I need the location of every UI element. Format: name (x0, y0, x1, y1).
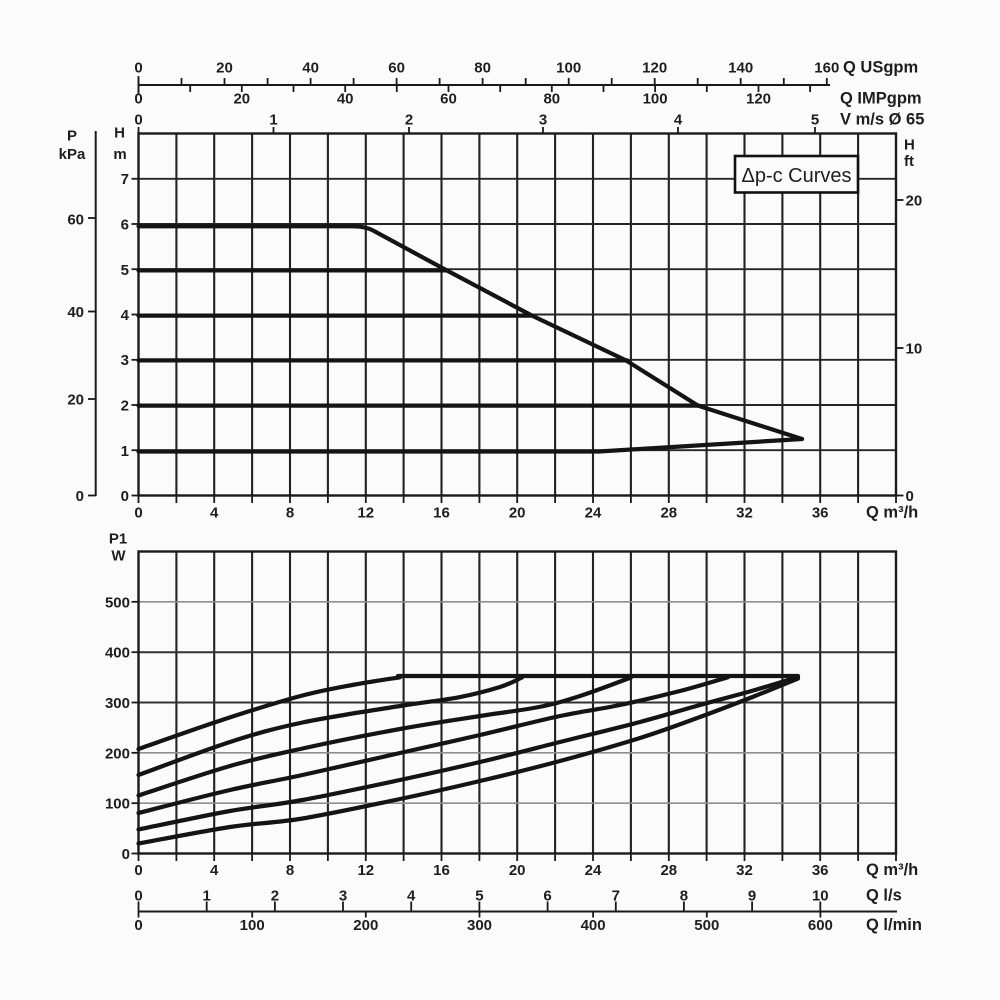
svg-text:0: 0 (121, 488, 129, 505)
svg-text:120: 120 (746, 91, 771, 108)
svg-text:20: 20 (906, 193, 923, 210)
svg-text:H: H (904, 137, 915, 154)
svg-text:Q m³/h: Q m³/h (866, 861, 918, 879)
svg-text:5: 5 (475, 888, 483, 905)
svg-text:40: 40 (67, 304, 84, 321)
svg-text:10: 10 (906, 341, 923, 358)
svg-text:12: 12 (357, 862, 374, 879)
svg-text:24: 24 (585, 862, 602, 879)
svg-text:0: 0 (134, 917, 142, 934)
svg-text:8: 8 (286, 862, 294, 879)
svg-text:4: 4 (210, 862, 219, 879)
svg-text:5: 5 (811, 112, 819, 129)
svg-text:36: 36 (812, 505, 829, 522)
svg-text:140: 140 (728, 60, 753, 77)
svg-text:32: 32 (736, 505, 753, 522)
svg-text:8: 8 (286, 505, 294, 522)
svg-text:Δp-c Curves: Δp-c Curves (741, 165, 851, 187)
svg-text:4: 4 (674, 112, 683, 129)
svg-text:2: 2 (271, 888, 279, 905)
svg-text:100: 100 (643, 91, 668, 108)
svg-text:28: 28 (660, 505, 677, 522)
svg-text:20: 20 (233, 91, 250, 108)
svg-text:V m/s Ø 65: V m/s Ø 65 (840, 111, 924, 129)
svg-text:300: 300 (105, 695, 130, 712)
svg-text:300: 300 (467, 917, 492, 934)
svg-text:Q USgpm: Q USgpm (843, 59, 918, 77)
svg-text:20: 20 (509, 505, 526, 522)
svg-text:4: 4 (121, 307, 130, 324)
svg-text:100: 100 (240, 917, 265, 934)
svg-text:7: 7 (612, 888, 620, 905)
svg-text:2: 2 (405, 112, 413, 129)
svg-text:P1: P1 (109, 531, 127, 548)
svg-text:100: 100 (105, 796, 130, 813)
svg-text:40: 40 (302, 60, 319, 77)
svg-text:60: 60 (440, 91, 457, 108)
svg-text:Q IMPgpm: Q IMPgpm (840, 90, 922, 108)
svg-text:1: 1 (269, 112, 277, 129)
svg-text:0: 0 (134, 888, 142, 905)
svg-text:0: 0 (134, 91, 142, 108)
svg-text:500: 500 (105, 594, 130, 611)
svg-text:2: 2 (121, 398, 129, 415)
svg-text:8: 8 (680, 888, 688, 905)
svg-text:m: m (113, 146, 126, 163)
svg-text:400: 400 (581, 917, 606, 934)
svg-text:20: 20 (509, 862, 526, 879)
svg-text:1: 1 (203, 888, 211, 905)
svg-text:Q l/min: Q l/min (866, 916, 922, 934)
svg-text:28: 28 (660, 862, 677, 879)
svg-text:9: 9 (748, 888, 756, 905)
svg-text:60: 60 (67, 212, 84, 229)
svg-text:0: 0 (134, 60, 142, 77)
svg-text:4: 4 (210, 505, 219, 522)
svg-text:120: 120 (642, 60, 667, 77)
svg-text:Q m³/h: Q m³/h (866, 504, 918, 522)
svg-text:20: 20 (67, 392, 84, 409)
svg-text:200: 200 (353, 917, 378, 934)
svg-text:20: 20 (216, 60, 233, 77)
svg-text:6: 6 (121, 217, 129, 234)
svg-text:1: 1 (121, 443, 129, 460)
svg-text:12: 12 (357, 505, 374, 522)
svg-text:36: 36 (812, 862, 829, 879)
svg-text:0: 0 (134, 112, 142, 129)
svg-text:0: 0 (906, 488, 914, 505)
svg-text:W: W (111, 548, 126, 565)
svg-text:Q l/s: Q l/s (866, 887, 902, 905)
svg-text:5: 5 (121, 262, 129, 279)
svg-text:500: 500 (694, 917, 719, 934)
svg-text:0: 0 (134, 505, 142, 522)
svg-text:10: 10 (812, 888, 829, 905)
svg-text:200: 200 (105, 745, 130, 762)
svg-text:80: 80 (474, 60, 491, 77)
svg-text:24: 24 (585, 505, 602, 522)
svg-text:3: 3 (339, 888, 347, 905)
svg-text:160: 160 (814, 60, 839, 77)
svg-text:16: 16 (433, 505, 450, 522)
svg-text:100: 100 (556, 60, 581, 77)
svg-text:400: 400 (105, 645, 130, 662)
svg-text:ft: ft (904, 153, 914, 170)
svg-text:kPa: kPa (59, 146, 86, 163)
svg-text:16: 16 (433, 862, 450, 879)
svg-text:40: 40 (337, 91, 354, 108)
svg-text:0: 0 (122, 846, 130, 863)
svg-text:7: 7 (121, 171, 129, 188)
svg-text:3: 3 (121, 352, 129, 369)
svg-text:600: 600 (808, 917, 833, 934)
svg-text:3: 3 (539, 112, 547, 129)
svg-text:4: 4 (407, 888, 416, 905)
svg-text:0: 0 (76, 488, 84, 505)
svg-text:0: 0 (134, 862, 142, 879)
svg-text:60: 60 (388, 60, 405, 77)
svg-text:80: 80 (543, 91, 560, 108)
svg-text:6: 6 (543, 888, 551, 905)
svg-text:P: P (67, 128, 77, 145)
svg-text:32: 32 (736, 862, 753, 879)
svg-text:H: H (114, 125, 125, 142)
